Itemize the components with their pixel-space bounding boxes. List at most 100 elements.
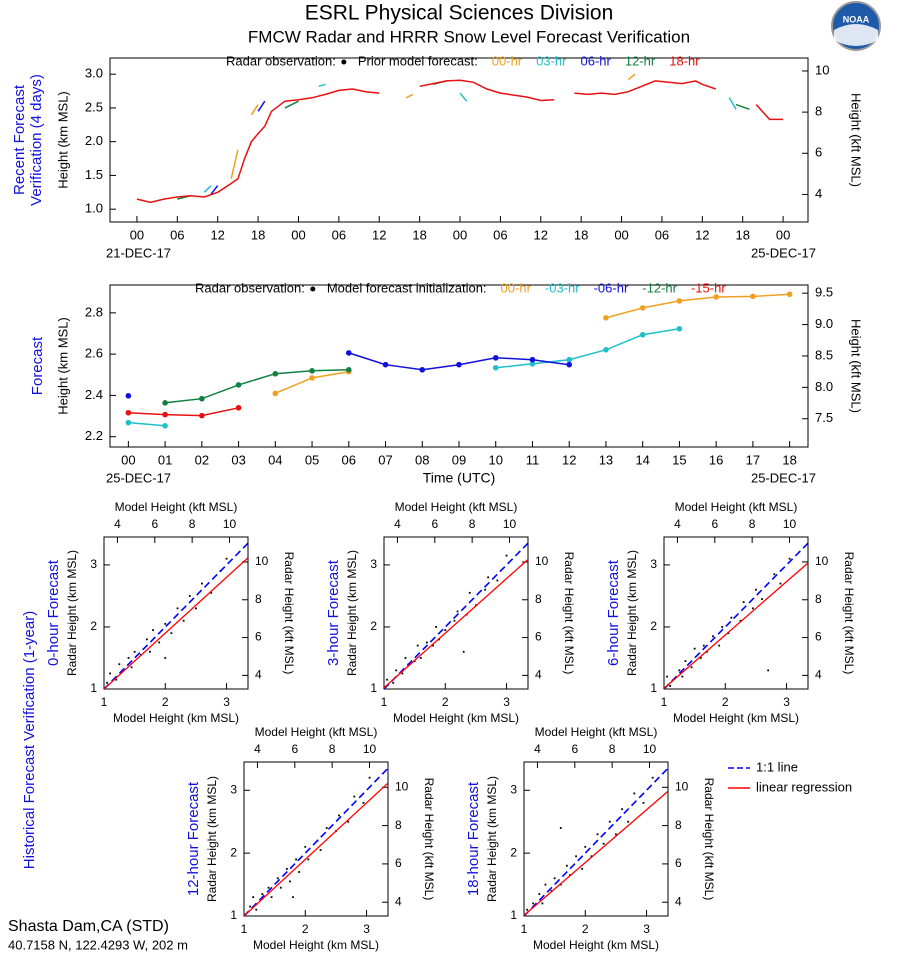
x-tick-label: 3 [503, 695, 510, 709]
scatter-point [182, 619, 185, 622]
y-tick-label: 2 [650, 619, 657, 633]
side-label: 3-hour Forecast [325, 559, 342, 666]
x-tick-label: 18 [412, 227, 426, 242]
scatter-point [773, 573, 776, 576]
y2-tick-label: 8 [815, 592, 822, 606]
date-label: 25-DEC-17 [751, 470, 816, 485]
x-tick-label: 02 [195, 452, 209, 467]
x2-tick-label: 8 [469, 517, 476, 531]
scatter-point [201, 582, 203, 585]
data-point [786, 291, 793, 298]
scatter-point [456, 610, 459, 613]
scatter-point [419, 657, 422, 659]
scatter-point [404, 657, 407, 659]
x-tick-label: 12 [210, 227, 224, 242]
plot-frame [103, 536, 249, 690]
y-tick-label: 1 [90, 681, 97, 695]
series-line [203, 83, 737, 193]
y2-tick-label: 7.5 [815, 410, 833, 425]
x-tick-label: 06 [170, 227, 184, 242]
x-tick-label: 1 [521, 922, 528, 936]
x-tick-label: 12 [372, 227, 386, 242]
scatter-point [210, 591, 213, 594]
legend-label: 00-hr [501, 280, 532, 295]
scatter-point [651, 776, 654, 779]
scatter-point [544, 883, 547, 886]
x2-tick-label: 4 [534, 742, 541, 756]
scatter-point [602, 842, 605, 845]
y-axis-title: Radar Height (km MSL) [485, 776, 499, 902]
x-tick-label: 06 [332, 227, 346, 242]
legend-title: Model forecast initialization: [327, 280, 487, 295]
x-tick-label: 10 [489, 452, 503, 467]
y2-tick-label: 8 [535, 592, 542, 606]
x2-tick-label: 10 [363, 742, 377, 756]
logo-wave [834, 24, 878, 46]
data-point [566, 361, 573, 368]
y2-tick-label: 8 [675, 818, 682, 832]
y2-axis-title: Height (kft MSL) [849, 93, 864, 187]
y2-tick-label: 4 [815, 668, 822, 682]
y-tick-label: 1 [370, 681, 377, 695]
station: Shasta Dam,CA (STD) [8, 918, 169, 935]
x2-tick-label: 6 [151, 517, 158, 531]
x2-tick-label: 8 [609, 742, 616, 756]
y2-tick-label: 4 [675, 894, 682, 908]
y-tick-label: 2.8 [85, 304, 103, 319]
scatter-point [678, 669, 681, 672]
x-tick-label: 00 [614, 227, 628, 242]
series-line [136, 79, 784, 204]
y-axis-title: Radar Height (km MSL) [205, 776, 219, 902]
y-tick-label: 2.0 [85, 133, 103, 148]
y2-tick-label: 6 [815, 145, 822, 160]
x-tick-label: 2 [722, 695, 729, 709]
scatter-point [755, 588, 757, 591]
x2-tick-label: 10 [503, 517, 517, 531]
y-axis-title: Radar Height (km MSL) [625, 550, 639, 676]
scatter-point [164, 622, 167, 625]
y2-axis-title: Height (kft MSL) [849, 319, 864, 413]
y2-tick-label: 4 [815, 186, 822, 201]
x2-tick-label: 10 [783, 517, 797, 531]
regression-line [524, 790, 668, 916]
scatter-point [487, 576, 490, 579]
y2-tick-label: 4 [395, 894, 402, 908]
scatter-point [608, 820, 611, 823]
x2-axis-title: Model Height (kft MSL) [675, 500, 798, 514]
x-tick-label: 09 [452, 452, 466, 467]
data-point [272, 390, 279, 397]
x-tick-label: 1 [101, 695, 108, 709]
legend-label: 18-hr [669, 53, 700, 68]
y2-axis-title: Radar Height (kft MSL) [702, 778, 716, 901]
y2-tick-label: 8 [255, 592, 262, 606]
one-to-one-line [664, 542, 808, 689]
plot-frame [109, 57, 809, 223]
scatter-point [788, 557, 791, 560]
x-tick-label: 07 [378, 452, 392, 467]
y2-tick-label: 10 [395, 779, 409, 793]
series-line [348, 352, 570, 371]
scatter-point [392, 681, 395, 684]
y2-tick-label: 10 [815, 554, 829, 568]
location: 40.7158 N, 122.4293 W, 202 m [8, 937, 188, 952]
data-point [345, 350, 352, 356]
y-tick-label: 2.6 [85, 346, 103, 361]
scatter-point [425, 641, 428, 644]
x-tick-label: 13 [599, 452, 613, 467]
scatter-point [666, 675, 668, 678]
scatter-point [541, 902, 544, 905]
x2-tick-label: 10 [643, 742, 657, 756]
y2-axis-title: Radar Height (kft MSL) [422, 778, 436, 901]
x2-tick-label: 4 [254, 742, 261, 756]
series-line [275, 293, 790, 394]
scatter-point [690, 666, 693, 669]
x-tick-label: 3 [223, 695, 230, 709]
x-tick-label: 06 [342, 452, 356, 467]
scatter-point [702, 644, 705, 647]
y-axis-title: Radar Height (km MSL) [65, 550, 79, 676]
scatter-point [325, 827, 328, 829]
legend-label: 06-hr [581, 53, 612, 68]
scatter-point [730, 616, 733, 619]
regression-line [664, 562, 808, 689]
